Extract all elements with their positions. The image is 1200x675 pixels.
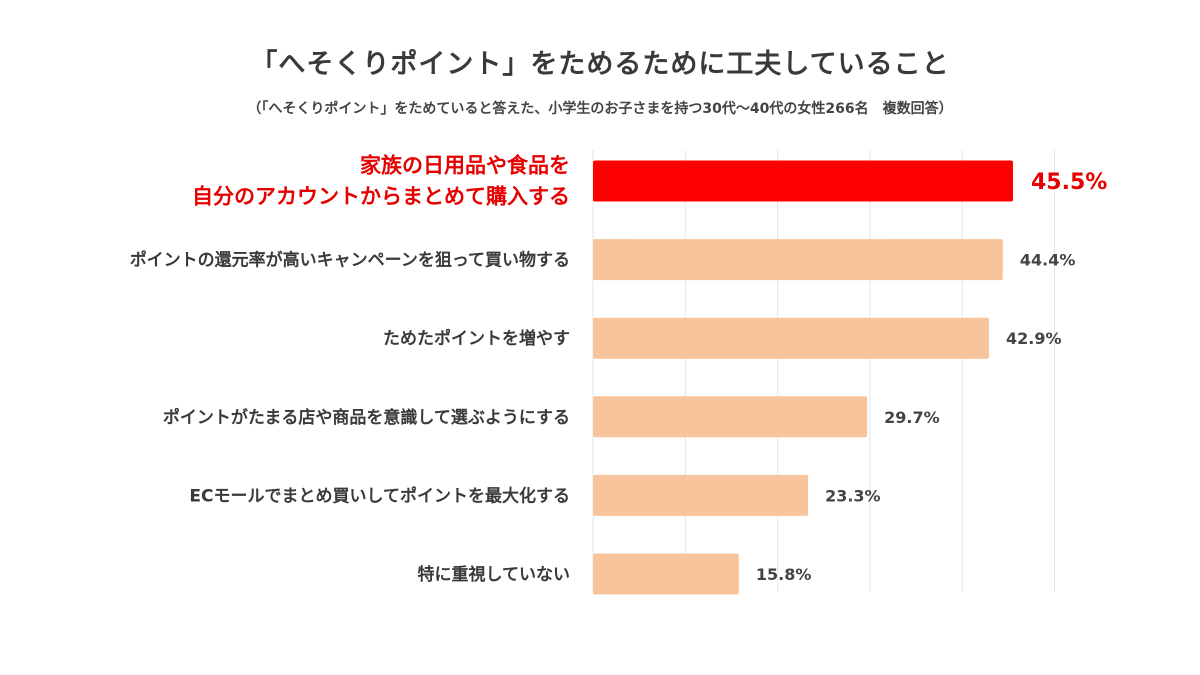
category-label: 自分のアカウントからまとめて購入する <box>192 185 570 209</box>
category-label: 特に重視していない <box>418 564 571 585</box>
category-label: ためたポイントを増やす <box>383 328 570 349</box>
value-label: 23.3% <box>825 486 881 505</box>
value-label: 29.7% <box>884 408 940 427</box>
value-label: 44.4% <box>1020 251 1076 270</box>
bar <box>593 396 868 438</box>
bar <box>593 239 1003 281</box>
chart-subtitle: （「へそくりポイント」をためていると答えた、小学生のお子さまを持つ30代～40代… <box>247 101 953 117</box>
category-label: ポイントの還元率が高いキャンペーンを狙って買い物する <box>130 250 570 271</box>
category-label: 家族の日用品や食品を <box>360 154 570 178</box>
value-label: 15.8% <box>756 565 812 584</box>
bar <box>593 474 809 516</box>
category-label: ポイントがたまる店や商品を意識して選ぶようにする <box>163 407 570 428</box>
category-label: ECモールでまとめ買いしてポイントを最大化する <box>189 485 570 506</box>
bar <box>593 317 989 359</box>
value-label: 42.9% <box>1006 329 1062 348</box>
value-label: 45.5% <box>1031 170 1107 195</box>
bar <box>593 553 739 595</box>
bar <box>593 160 1013 202</box>
chart-title: 「へそくりポイント」をためるために工夫していること <box>250 49 950 80</box>
